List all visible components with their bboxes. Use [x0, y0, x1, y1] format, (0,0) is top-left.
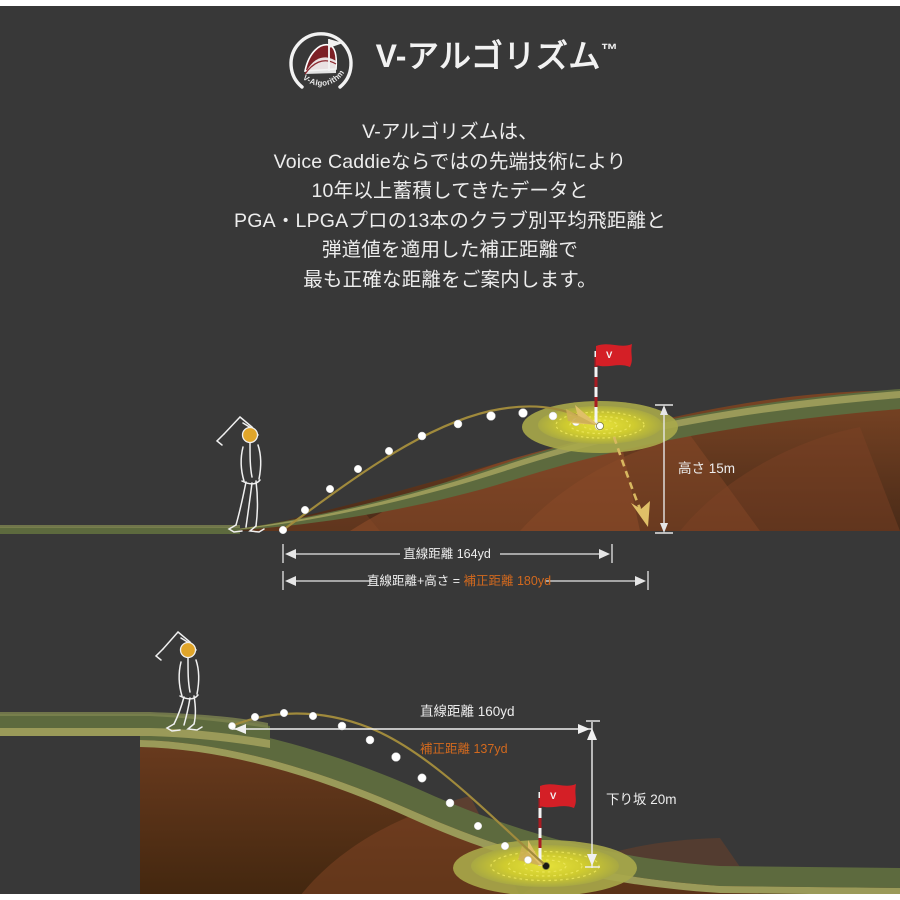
- trajectory-downhill: [228, 708, 545, 865]
- terrain-uphill: [0, 389, 900, 534]
- logo-svg: V-Algorithm: [288, 32, 353, 89]
- flag-v-mark: V: [606, 350, 613, 361]
- straight-distance-label-downhill: 直線距離 160yd: [420, 704, 515, 719]
- golf-hole-icon-downhill: [542, 861, 551, 870]
- corrected-distance-label-downhill: 補正距離 137yd: [420, 742, 508, 756]
- flag-icon-downhill: V: [538, 784, 576, 866]
- description-line-5: 弾道値を適用した補正距離で: [321, 239, 579, 261]
- golfer-icon-uphill: [215, 416, 265, 533]
- description-line-2: Voice Caddieならではの先端技術により: [273, 150, 627, 173]
- description-block: V-アルゴリズムは、 Voice Caddieならではの先端技術により 10年以…: [0, 118, 900, 295]
- drop-arrow-icon-uphill: [612, 436, 650, 527]
- description-line-4: PGA・LPGAプロの13本のクラブ別平均飛距離と: [234, 209, 666, 232]
- description-line-3: 10年以上蓄積してきたデータと: [311, 180, 589, 202]
- straight-distance-dimension-downhill: [232, 720, 600, 734]
- golfer-icon-downhill: [154, 631, 203, 732]
- terrain-downhill: [0, 712, 900, 894]
- uphill-shot-diagram: V: [0, 331, 900, 606]
- straight-distance-label-uphill: 直線距離 164yd: [403, 546, 491, 561]
- slope-dimension-downhill: [585, 722, 600, 868]
- golf-hole-icon-uphill: [596, 422, 605, 431]
- impact-arrow-icon-uphill: [566, 405, 598, 425]
- flag-v-mark-downhill: V: [550, 791, 557, 802]
- page-header: V-Algorithm V-アルゴリズム™: [0, 18, 900, 98]
- downhill-shot-diagram: V: [0, 596, 900, 894]
- slope-label-downhill: 下り坂 20m: [606, 792, 677, 807]
- page-title: V-アルゴリズム™: [376, 40, 619, 72]
- height-label-uphill: 高さ 15m: [678, 460, 735, 476]
- height-dimension-uphill: [655, 404, 673, 534]
- corrected-distance-value-uphill: 補正距離 180yd: [464, 574, 552, 588]
- description-line-6: 最も正確な距離をご案内します。: [303, 268, 597, 291]
- trademark-symbol: ™: [600, 40, 619, 60]
- uphill-svg: V: [0, 344, 900, 590]
- content-panel: V-Algorithm V-アルゴリズム™ V-アルゴリズムは、 Voice C…: [0, 6, 900, 894]
- downhill-svg: V: [0, 631, 900, 894]
- corrected-distance-prefix-uphill: 直線距離+高さ =: [367, 573, 464, 588]
- description-line-1: V-アルゴリズムは、: [362, 121, 538, 143]
- flag-icon-uphill: V: [594, 344, 632, 423]
- straight-distance-dimension-uphill: [282, 544, 613, 563]
- v-algorithm-logo-icon: V-Algorithm: [282, 19, 360, 97]
- corrected-distance-label-uphill: 直線距離+高さ = 補正距離 180yd: [367, 573, 551, 588]
- page-title-main: V-アルゴリズム: [375, 38, 601, 74]
- corrected-distance-dimension-uphill: [282, 571, 649, 590]
